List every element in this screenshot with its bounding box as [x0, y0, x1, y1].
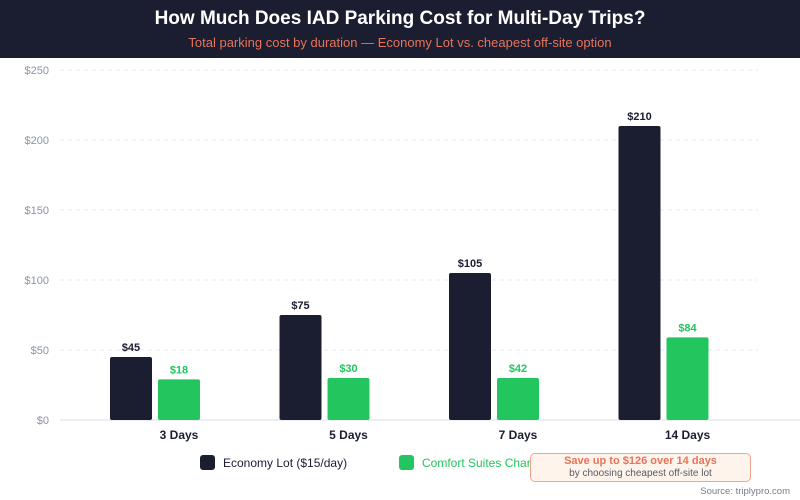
bars: $45 $18 $75 $30 $105 $42 $210 $84 — [110, 111, 709, 420]
source-credit: Source: triplypro.com — [700, 486, 790, 497]
savings-annotation: Save up to $126 over 14 days by choosing… — [530, 453, 751, 482]
y-tick-label: $100 — [25, 275, 49, 287]
value-label: $105 — [458, 258, 482, 270]
annotation-sub: by choosing cheapest off-site lot — [569, 468, 712, 479]
legend-swatch-economy — [200, 455, 215, 470]
value-label: $30 — [339, 363, 357, 375]
x-tick-label: 14 Days — [665, 428, 711, 442]
y-tick-label: $0 — [37, 415, 49, 427]
bar-offsite — [327, 378, 370, 420]
y-tick-label: $50 — [31, 345, 49, 357]
header-bar: How Much Does IAD Parking Cost for Multi… — [0, 0, 800, 58]
chart-subtitle: Total parking cost by duration — Economy… — [188, 35, 612, 50]
x-tick-label: 7 Days — [499, 428, 538, 442]
legend: Economy Lot ($15/day) Comfort Suites Cha… — [0, 455, 800, 475]
y-tick-label: $200 — [25, 135, 49, 147]
x-tick-label: 5 Days — [329, 428, 368, 442]
value-label: $210 — [627, 111, 651, 123]
value-label: $42 — [509, 363, 527, 375]
x-axis-ticks: 3 Days 5 Days 7 Days 14 Days — [160, 428, 711, 442]
bar-offsite — [497, 378, 539, 420]
value-label: $75 — [291, 300, 309, 312]
bar-economy — [449, 273, 491, 420]
x-tick-label: 3 Days — [160, 428, 199, 442]
bar-offsite — [158, 379, 200, 420]
bar-economy — [618, 126, 661, 420]
annotation-main: Save up to $126 over 14 days — [564, 455, 717, 467]
value-label: $18 — [170, 364, 188, 376]
y-axis-ticks: $0 $50 $100 $150 $200 $250 — [25, 65, 49, 427]
legend-label-economy: Economy Lot ($15/day) — [223, 455, 348, 470]
y-tick-label: $250 — [25, 65, 49, 77]
value-label: $45 — [122, 342, 140, 354]
bar-offsite — [666, 337, 709, 420]
bar-economy — [110, 357, 152, 420]
chart-title: How Much Does IAD Parking Cost for Multi… — [154, 8, 646, 29]
value-label: $84 — [678, 322, 697, 334]
legend-item-economy: Economy Lot ($15/day) — [200, 455, 347, 470]
legend-item-offsite: Comfort Suites Char — [399, 455, 531, 470]
legend-label-offsite: Comfort Suites Char — [422, 455, 531, 470]
y-tick-label: $150 — [25, 205, 49, 217]
legend-swatch-offsite — [399, 455, 414, 470]
bar-economy — [279, 315, 322, 420]
